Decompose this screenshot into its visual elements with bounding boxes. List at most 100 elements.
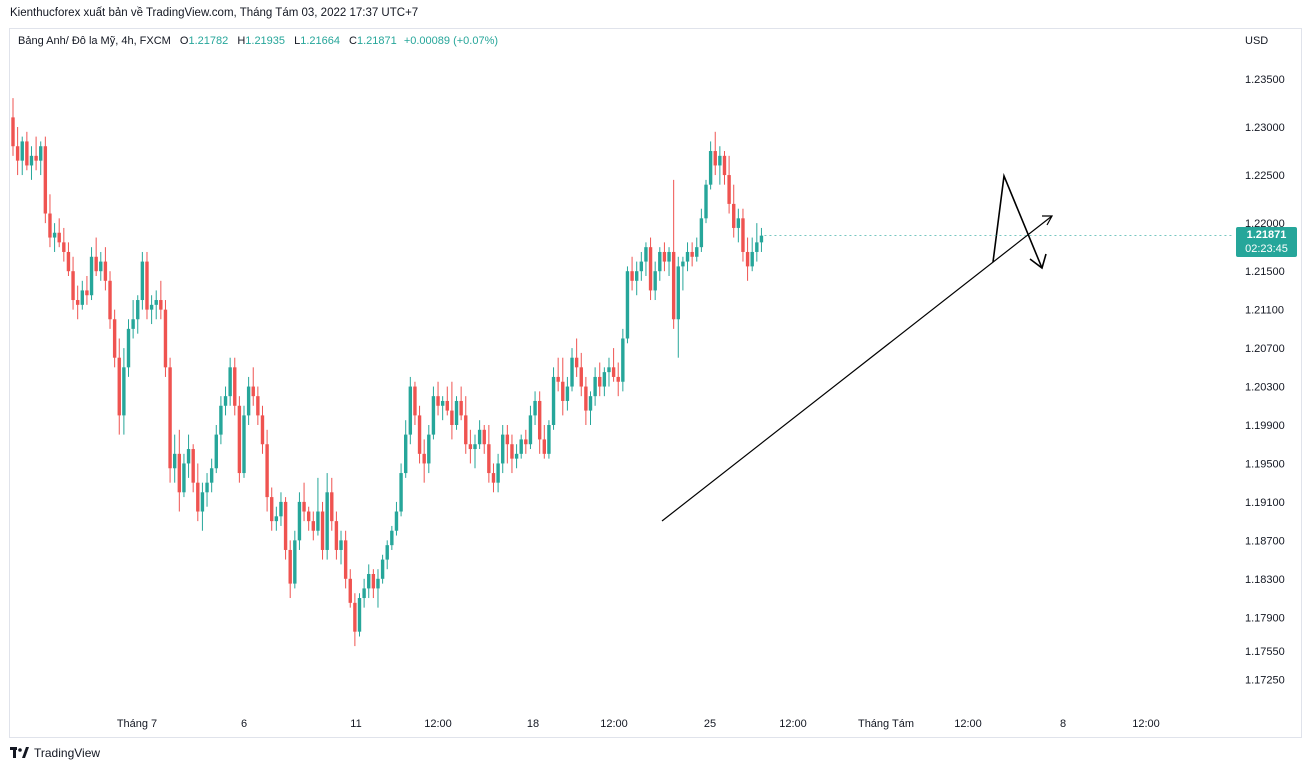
y-tick-label: 1.17250: [1245, 675, 1285, 687]
x-tick-label: 12:00: [600, 718, 628, 730]
y-tick-label: 1.20300: [1245, 382, 1285, 394]
candle-body: [482, 429, 486, 445]
candle-body: [413, 386, 417, 416]
candle-body: [177, 453, 182, 493]
candle-body: [667, 251, 671, 262]
candle-body: [228, 367, 232, 397]
candle-body: [306, 511, 311, 522]
candle-body: [214, 434, 218, 469]
candle-body: [39, 146, 43, 161]
y-tick-label: 1.21500: [1245, 266, 1285, 278]
candle-body: [404, 434, 408, 474]
symbol-name[interactable]: Bảng Anh/ Đô la Mỹ, 4h, FXCM: [18, 35, 171, 47]
candle-body: [528, 415, 533, 445]
candle-body: [408, 386, 413, 435]
y-tick-label: 1.22500: [1245, 170, 1285, 182]
candle-body: [279, 501, 283, 517]
brand-footer[interactable]: TradingView: [10, 746, 100, 760]
candle-body: [293, 540, 297, 584]
candle-body: [85, 290, 89, 296]
candle-body: [219, 405, 223, 435]
candle-body: [394, 511, 399, 531]
x-tick-label: Tháng Tám: [858, 718, 914, 730]
candle-body: [625, 271, 630, 339]
candle-body: [283, 501, 288, 550]
candle-body: [103, 261, 108, 281]
candle-body: [491, 473, 496, 483]
candle-body: [385, 545, 389, 560]
tradingview-logo-icon: [10, 747, 29, 758]
candle-body: [196, 482, 200, 512]
candle-body: [20, 141, 24, 161]
candle-body: [676, 266, 680, 320]
x-tick-label: 8: [1060, 718, 1066, 730]
candle-body: [62, 242, 66, 252]
candle-body: [445, 400, 449, 411]
candle-body: [256, 396, 260, 416]
candle-body: [519, 439, 523, 454]
candle-body: [371, 574, 376, 589]
candle-body: [136, 300, 140, 320]
y-tick-label: 1.17550: [1245, 646, 1285, 658]
x-tick-label: 11: [350, 718, 361, 730]
candle-body: [99, 261, 103, 272]
candle-body: [325, 492, 329, 550]
candle-body: [89, 256, 94, 296]
candle-body: [639, 261, 644, 272]
candle-body: [57, 232, 61, 243]
candle-body: [450, 410, 454, 425]
candle-body: [454, 400, 459, 425]
candle-body: [431, 396, 436, 435]
candle-body: [440, 400, 445, 406]
candle-body: [722, 155, 727, 176]
candle-body: [246, 386, 251, 416]
candle-body: [367, 574, 371, 589]
candle-body: [390, 530, 394, 546]
candle-body: [149, 304, 154, 310]
candle-body: [621, 338, 625, 382]
candle-body: [533, 400, 537, 416]
candle-body: [755, 242, 759, 252]
candle-body: [94, 256, 98, 272]
candle-body: [168, 367, 172, 469]
candle-body: [671, 251, 676, 320]
publish-line: Kienthucforex xuất bản về TradingView.co…: [10, 7, 419, 19]
candle-body: [362, 588, 366, 599]
y-tick-label: 1.18300: [1245, 574, 1285, 586]
candle-body: [302, 501, 306, 512]
candle-body: [685, 251, 690, 262]
candle-body: [251, 386, 255, 397]
candle-body: [191, 449, 195, 483]
candle-body: [237, 405, 242, 474]
candle-body: [43, 146, 48, 214]
candle-body: [547, 425, 551, 454]
candle-body: [598, 376, 602, 387]
candle-body: [242, 415, 246, 474]
candle-body: [713, 151, 717, 166]
candle-body: [66, 251, 71, 272]
candle-body: [427, 434, 431, 464]
candle-body: [339, 540, 343, 550]
candle-body: [145, 261, 149, 310]
support-trendline: [661, 215, 1053, 522]
candle-body: [399, 473, 403, 512]
candle-body: [48, 213, 52, 238]
candle-body: [514, 453, 519, 459]
candle-body: [334, 521, 339, 550]
candle-body: [593, 376, 597, 397]
candle-body: [200, 492, 205, 512]
candle-body: [117, 357, 121, 416]
candle-body: [343, 540, 348, 579]
candle-body: [163, 309, 168, 368]
candle-body: [759, 235, 764, 243]
y-tick-label: 1.18700: [1245, 535, 1285, 547]
candle-body: [112, 319, 117, 358]
y-tick-label: 1.19900: [1245, 420, 1285, 432]
candle-body: [436, 396, 440, 406]
candle-body: [311, 521, 315, 531]
candle-body: [487, 444, 491, 474]
candle-body: [75, 300, 80, 305]
candle-body: [464, 415, 468, 445]
trendline-arrowhead: [1042, 215, 1054, 226]
